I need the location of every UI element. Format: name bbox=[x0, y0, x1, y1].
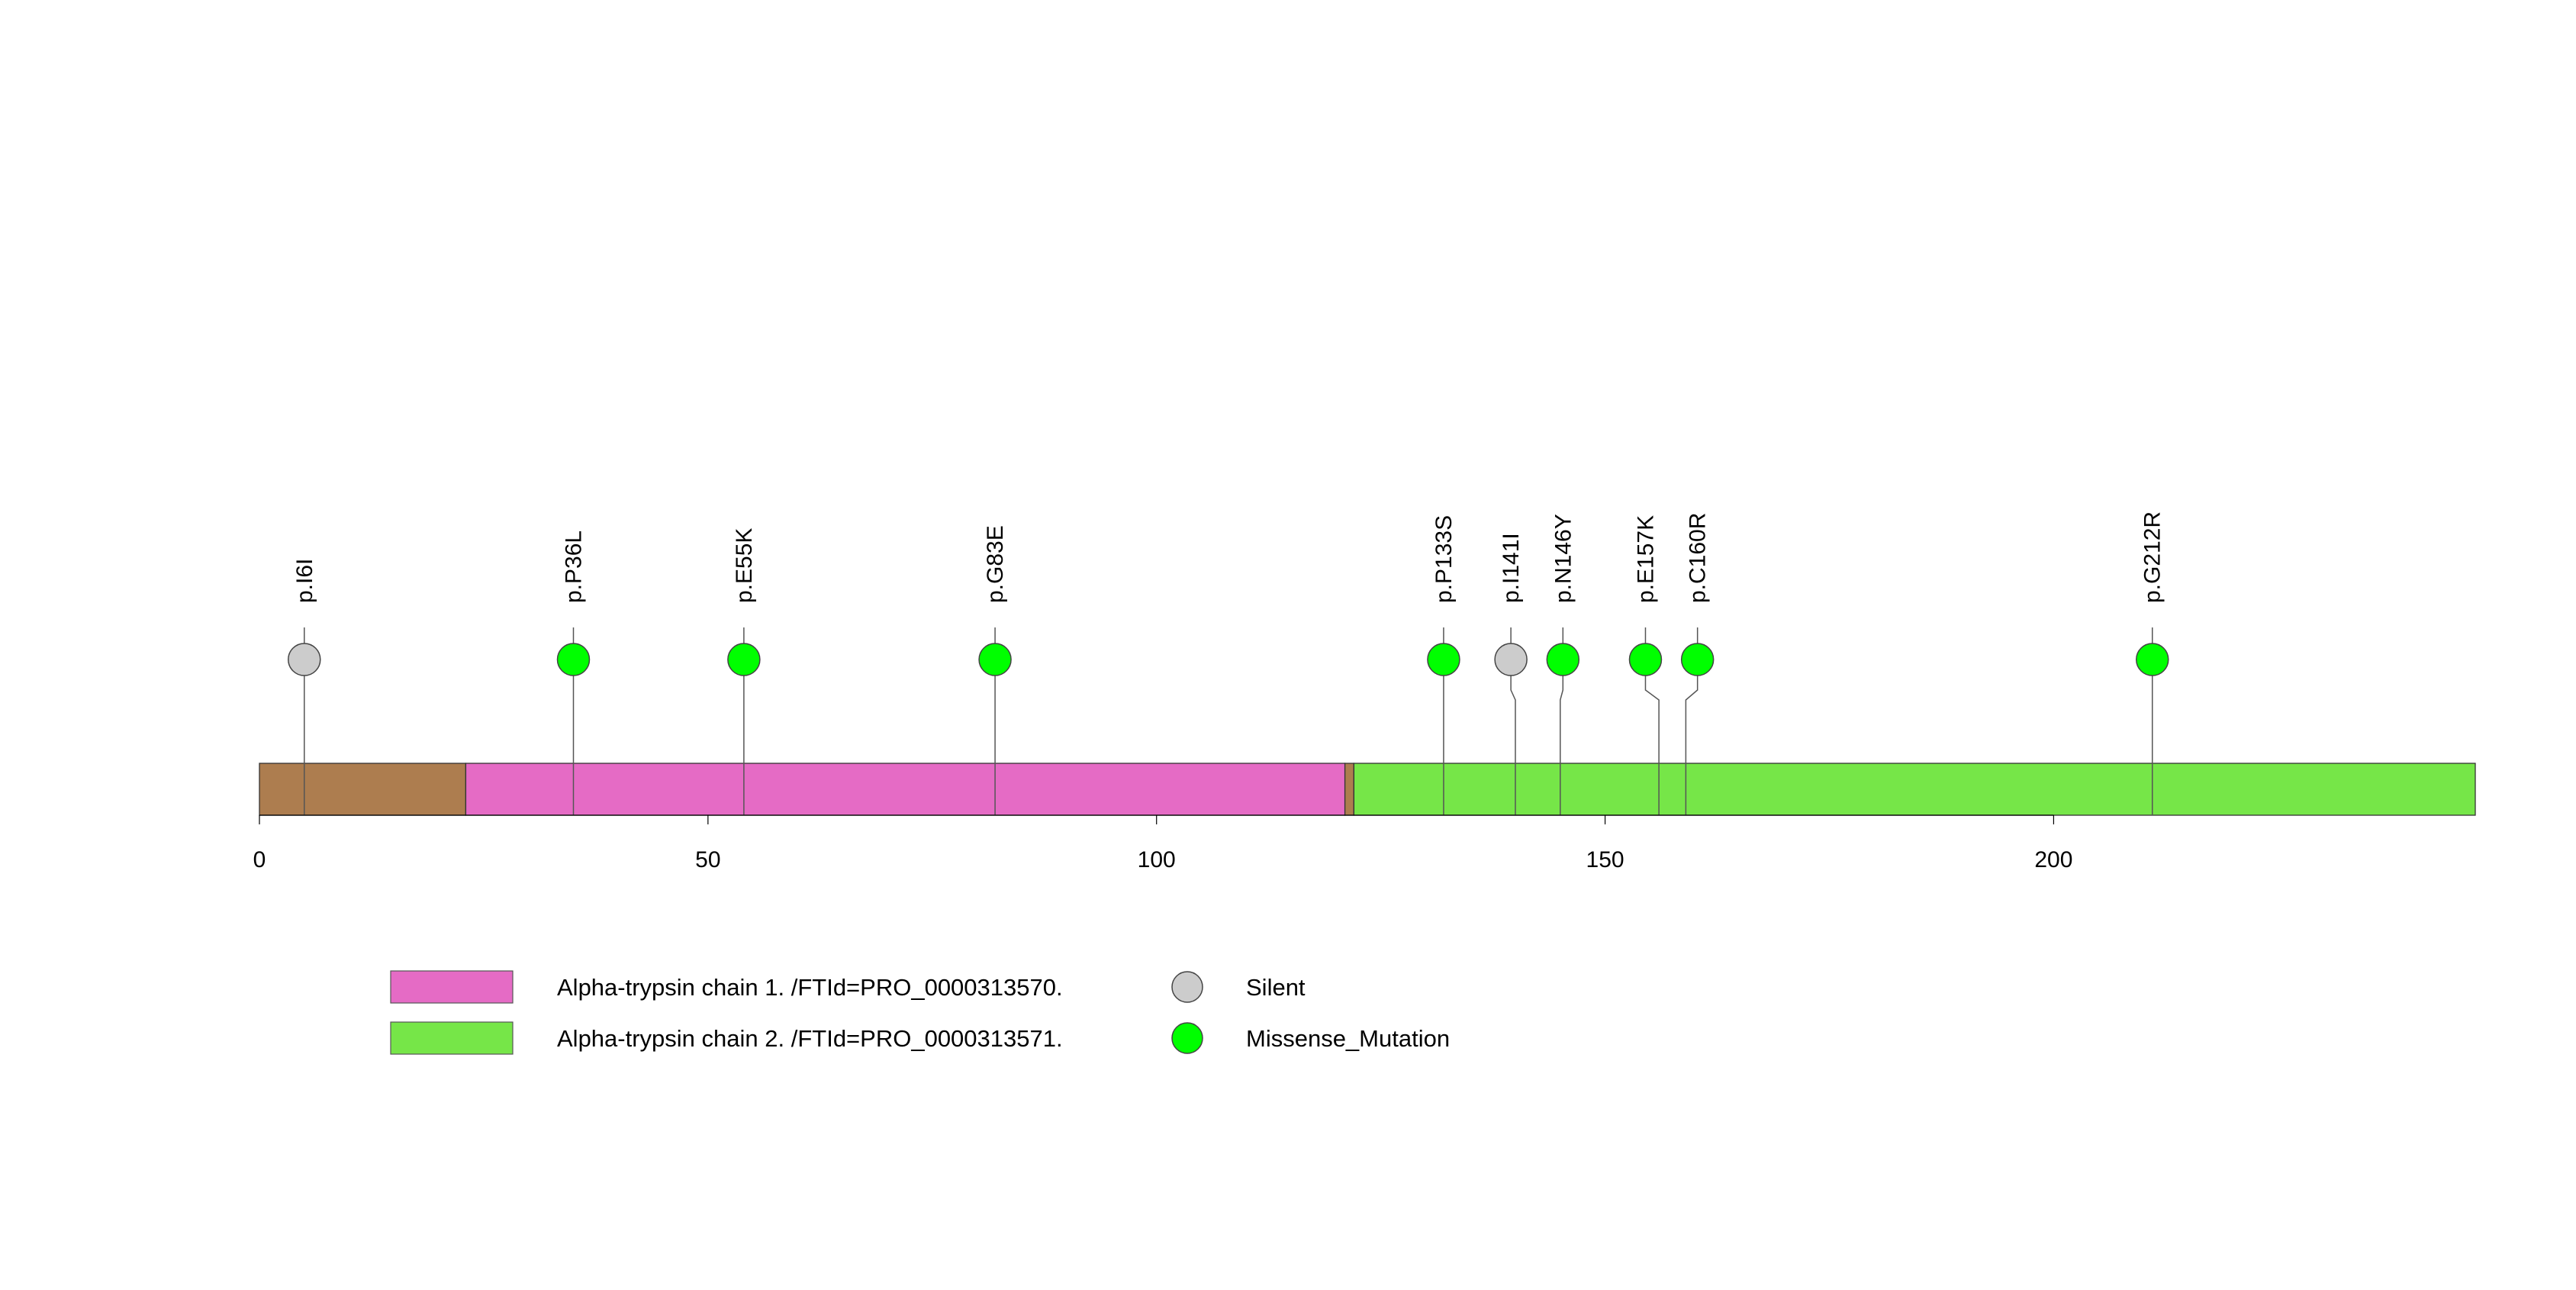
mutation-stem bbox=[1560, 676, 1564, 815]
mutation-head bbox=[288, 643, 321, 676]
mutation-head bbox=[2135, 643, 2169, 676]
mutation-label: p.N146Y bbox=[1550, 514, 1576, 603]
mutation-heads bbox=[288, 643, 2169, 676]
x-tick-label: 50 bbox=[695, 847, 720, 872]
region-chain1 bbox=[465, 763, 1346, 816]
mutation-stem bbox=[1644, 676, 1660, 815]
mutation-head bbox=[1546, 643, 1580, 676]
mutation-head bbox=[978, 643, 1012, 676]
legend-region-swatch bbox=[390, 970, 514, 1004]
x-tick-label: 200 bbox=[2034, 847, 2072, 872]
mutation-label: p.G83E bbox=[983, 525, 1008, 603]
x-tick-label: 100 bbox=[1138, 847, 1176, 872]
mutation-stem bbox=[1685, 676, 1699, 815]
mutation-label: p.E157K bbox=[1633, 515, 1658, 603]
legend: Alpha-trypsin chain 1. /FTId=PRO_0000313… bbox=[390, 970, 1450, 1055]
mutation-label: p.E55K bbox=[732, 528, 757, 603]
x-tick-label: 0 bbox=[253, 847, 266, 872]
x-tick-label: 150 bbox=[1586, 847, 1624, 872]
mutation-label: p.P133S bbox=[1431, 515, 1457, 603]
protein-regions bbox=[259, 763, 2476, 816]
mutation-label: p.G212R bbox=[2140, 511, 2165, 603]
legend-mutation-label: Missense_Mutation bbox=[1246, 1025, 1450, 1052]
mutation-head bbox=[1494, 643, 1528, 676]
mutation-label: p.I6I bbox=[292, 559, 317, 603]
x-axis: 0 50 100 150 200 bbox=[253, 814, 2072, 872]
legend-mutation-symbol bbox=[1171, 971, 1203, 1003]
mutation-label: p.C160R bbox=[1686, 513, 1711, 603]
mutation-stem bbox=[1510, 676, 1516, 815]
legend-mutation-label: Silent bbox=[1246, 974, 1306, 1001]
mutation-label: p.P36L bbox=[561, 531, 586, 603]
legend-region-label: Alpha-trypsin chain 1. /FTId=PRO_0000313… bbox=[557, 974, 1063, 1001]
region-chain2 bbox=[1353, 763, 2476, 816]
legend-mutation-symbol bbox=[1171, 1022, 1203, 1054]
legend-region-label: Alpha-trypsin chain 2. /FTId=PRO_0000313… bbox=[557, 1025, 1063, 1052]
mutation-head bbox=[1680, 643, 1715, 676]
mutation-label: p.I141I bbox=[1499, 533, 1524, 603]
region-linker bbox=[1344, 763, 1355, 816]
mutation-head bbox=[556, 643, 591, 676]
mutation-stems bbox=[304, 627, 2153, 815]
region-signal bbox=[259, 763, 467, 816]
legend-region-swatch bbox=[390, 1021, 514, 1055]
mutation-head bbox=[1628, 643, 1663, 676]
mutation-head bbox=[727, 643, 761, 676]
mutation-labels: p.I6I p.P36L p.E55K p.G83E p.P133S p.I141I p.N… bbox=[292, 511, 2165, 603]
mutation-head bbox=[1427, 643, 1460, 676]
